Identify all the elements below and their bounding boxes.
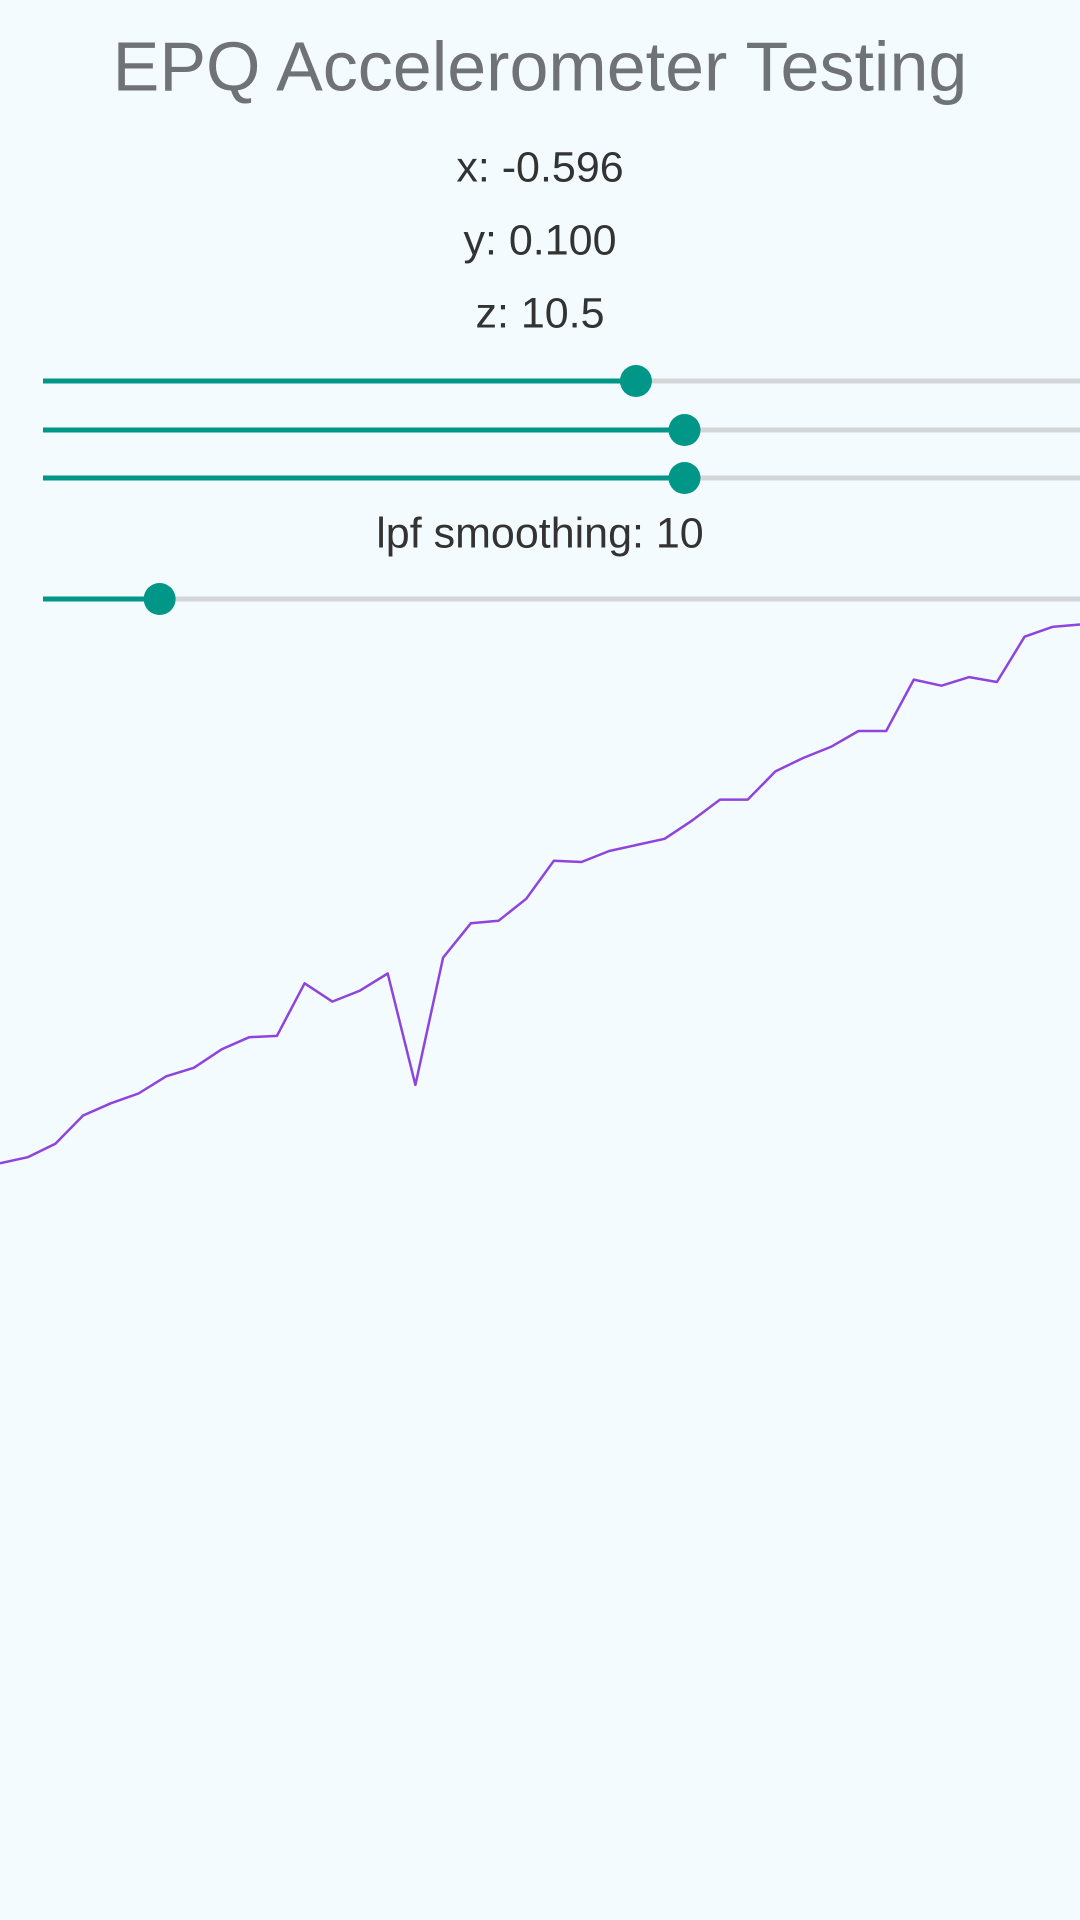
slider-thumb[interactable] [619, 365, 652, 397]
data-line [0, 623, 1080, 1165]
slider-thumb[interactable] [668, 414, 701, 446]
slider-thumb[interactable] [668, 462, 701, 494]
title: EPQ Accelerometer Testing [113, 27, 968, 105]
smoothing-label: lpf smoothing: 10 [376, 509, 703, 557]
z-reading: z: 10.5 [475, 289, 604, 337]
y-reading: y: 0.100 [464, 216, 617, 264]
x-reading: x: -0.596 [456, 143, 623, 191]
slider-thumb[interactable] [143, 583, 176, 615]
